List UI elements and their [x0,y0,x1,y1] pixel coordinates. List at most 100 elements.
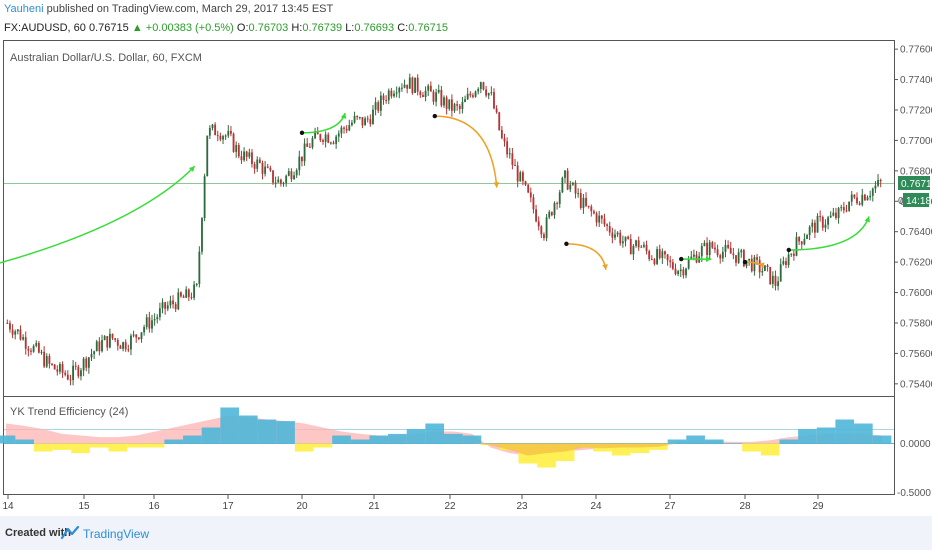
candle-body [393,93,395,97]
indicator-negative-bar [52,443,72,450]
candle-body [871,188,874,196]
candle-body [48,356,51,364]
candle-body [187,289,190,298]
candle-body [827,217,829,225]
candle-body [472,95,474,97]
countdown-badge-bg [903,193,929,207]
time-axis-label: 17 [222,501,234,512]
candle-body [80,370,82,377]
candle-body [835,212,837,219]
candle-body [11,329,14,335]
indicator-series [0,407,892,468]
candle-body [216,135,219,137]
candle-body [337,133,340,137]
indicator-positive-bar [798,429,817,444]
candle-body [521,172,524,182]
candle-body [182,296,185,298]
candle-body [203,176,206,219]
candle-body [785,261,787,265]
candle-body [127,349,130,351]
candle-body [37,342,40,353]
candle-body [35,342,38,346]
candle-body [619,232,622,244]
candle-body [450,99,453,111]
candle-body [366,118,369,120]
indicator-positive-bar [686,435,705,444]
candle-body [692,254,695,257]
candle-body [685,268,687,276]
candle-body [22,337,25,340]
footer-brand-link[interactable]: TradingView [83,527,150,541]
candle-body [161,302,164,309]
candle-body [319,134,322,141]
candle-body [266,166,269,168]
symbol: FX:AUDUSD, 60 [4,22,86,34]
indicator-positive-bar [220,407,239,444]
indicator-positive-bar [201,427,221,444]
time-axis-label: 29 [812,501,824,512]
candle-body [848,201,851,211]
candle-body [72,365,75,381]
candle-body [806,235,808,240]
candle-body [30,350,32,352]
main-pane-title: Australian Dollar/U.S. Dollar, 60, FXCM [10,52,202,64]
candle-body [303,143,306,162]
candle-body [379,95,382,111]
candle-body [737,252,740,263]
candle-body [811,222,814,227]
candle-body [116,339,119,346]
candle-body [566,170,569,190]
candle-body [819,216,822,218]
candle-body [756,257,758,260]
candle-body [400,87,403,89]
candle-body [627,236,630,239]
candle-body [477,88,480,92]
candle-body [637,240,640,248]
candle-body [787,254,790,265]
countdown-prefix: 0 [898,196,904,207]
candle-body [845,210,848,212]
candle-body [464,99,466,102]
candle-body [603,218,606,225]
candle-body [374,102,377,110]
candle-body [19,329,22,340]
indicator-positive-bar [276,421,295,444]
candle-body [385,100,388,102]
candle-body [95,341,98,352]
candle-body [548,212,551,218]
candle-body [671,262,674,269]
candle-body [666,254,669,261]
candle-body [650,258,653,260]
candle-body [682,269,685,276]
tradingview-logo-icon[interactable] [60,526,80,540]
candle-body [863,194,866,201]
trend-arrow-start-dot [679,256,684,262]
candle-body [856,197,858,204]
indicator-positive-bar [704,439,724,444]
candle-body [535,209,537,222]
candle-body [824,224,827,228]
candle-body [40,351,43,353]
trend-arrow-head [493,182,500,188]
candle-body [435,92,438,102]
candle-body [206,135,209,177]
candle-body [716,249,719,256]
candle-body [837,208,840,219]
candle-body [648,251,651,259]
candle-body [753,257,756,272]
open-label: O: [236,22,249,34]
candle-body [742,250,745,267]
candle-body [740,250,743,253]
author-link[interactable]: Yauheni [4,3,44,15]
indicator-positive-bar [388,433,407,444]
candle-body [777,281,780,286]
candle-body [424,90,427,98]
candle-body [443,97,445,106]
candle-body [114,338,117,340]
candle-body [261,162,264,174]
candle-body [403,84,406,88]
